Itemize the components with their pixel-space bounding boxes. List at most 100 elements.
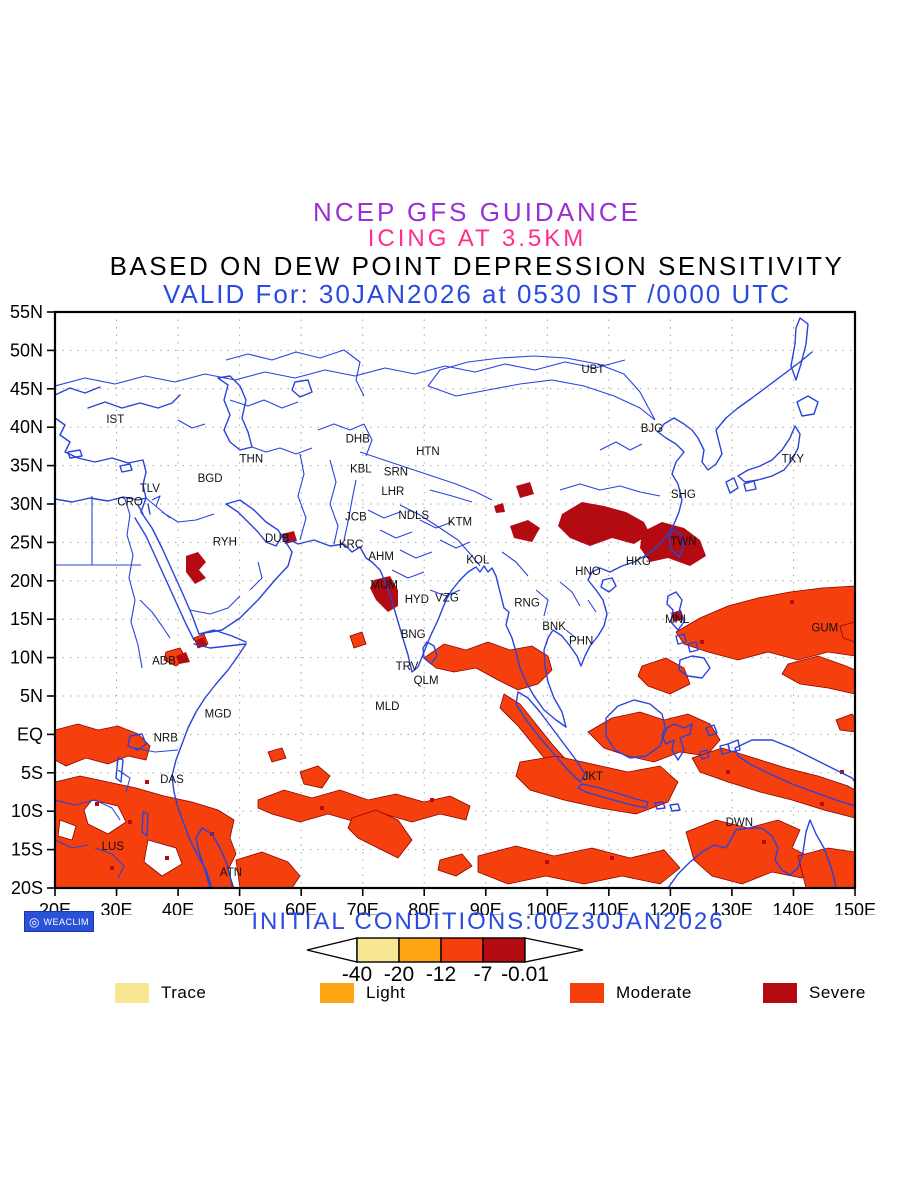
lat-tick-label: 35N [10, 456, 43, 476]
colorbar-cell-trace [356, 937, 400, 963]
lat-tick-label: 20S [11, 878, 43, 898]
lon-tick-label: 60E [285, 900, 317, 915]
station-label-kol: KOL [466, 554, 490, 566]
lat-tick-label: 5N [20, 686, 43, 706]
colorbar-threshold-label: -20 [384, 963, 414, 984]
lat-tick-label: 15S [11, 840, 43, 860]
lon-tick-label: 30E [101, 900, 133, 915]
colorbar-arrow-left [306, 937, 358, 963]
station-label-mnl: MNL [665, 614, 690, 626]
station-labels-layer: IST THN BGD TLV CRO RYH DUB ADB MGD NRB DAS LUS ATN D… [102, 364, 839, 879]
lon-tick-label: 50E [224, 900, 256, 915]
axis-labels-layer: 20E 30E 40E 50E 60E 70E 80E 90E 100E 110E 120E 130E… [10, 302, 876, 915]
weaclim-logo: ◎ WEACLIM [24, 911, 94, 932]
lat-tick-label: 15N [10, 609, 43, 629]
lat-tick-label: 5S [21, 763, 43, 783]
map-canvas: 20E 30E 40E 50E 60E 70E 80E 90E 100E 110E 120E 130E… [10, 302, 876, 915]
station-label-htn: HTN [416, 446, 440, 458]
legend-label-severe: Severe [809, 983, 866, 1002]
station-label-kbl: KBL [350, 464, 372, 476]
title-valid-time: VALID For: 30JAN2026 at 0530 IST /0000 U… [163, 279, 791, 310]
lat-tick-label: 25N [10, 532, 43, 552]
station-label-hkg: HKG [626, 556, 651, 568]
colorbar-threshold-label: -40 [342, 963, 372, 984]
initial-conditions-text: INITIAL CONDITIONS:00Z30JAN2026 [251, 908, 725, 935]
colorbar-threshold-label: -0.01 [501, 963, 549, 984]
station-label-ist: IST [106, 414, 124, 426]
station-label-krc: KRC [339, 539, 363, 551]
title-model: NCEP GFS GUIDANCE [313, 197, 641, 227]
station-label-das: DAS [160, 774, 184, 786]
lat-tick-label: 30N [10, 494, 43, 514]
station-label-thn: THN [239, 454, 263, 466]
station-label-trv: TRV [396, 661, 419, 673]
logo-text: WEACLIM [43, 916, 89, 927]
lat-tick-label: 50N [10, 340, 43, 360]
lon-tick-label: 110E [588, 900, 629, 915]
station-label-bnk: BNK [542, 621, 566, 633]
station-label-adb: ADB [152, 656, 176, 668]
logo-ring-icon: ◎ [29, 914, 40, 929]
lat-tick-label: 45N [10, 379, 43, 399]
station-label-ubt: UBT [581, 364, 604, 376]
legend-swatch-moderate [570, 983, 604, 1003]
lon-tick-label: 120E [649, 900, 691, 915]
legend-label-light: Light [366, 983, 406, 1002]
colorbar-cell-light [398, 937, 442, 963]
legend-label-moderate: Moderate [616, 983, 692, 1002]
station-label-tky: TKY [782, 454, 805, 466]
station-label-bng: BNG [401, 629, 426, 641]
lon-tick-label: 100E [526, 900, 568, 915]
station-label-nrb: NRB [154, 732, 179, 744]
map-panel: 20E 30E 40E 50E 60E 70E 80E 90E 100E 110E 120E 130E… [0, 300, 900, 915]
station-label-dwn: DWN [726, 817, 753, 829]
legend-item-moderate: Moderate [570, 983, 692, 1003]
station-label-tlv: TLV [140, 483, 161, 495]
station-label-ryh: RYH [213, 537, 237, 549]
station-label-shg: SHG [671, 489, 696, 501]
station-label-dub: DUB [265, 533, 290, 545]
lon-tick-label: 40E [162, 900, 194, 915]
lat-tick-label: 20N [10, 571, 43, 591]
station-label-srn: SRN [384, 467, 408, 479]
station-label-jkt: JKT [583, 771, 603, 783]
station-label-vzg: VZG [435, 593, 459, 605]
legend-row: Trace Light Moderate Severe [0, 983, 900, 1007]
station-label-jcb: JCB [345, 511, 367, 523]
station-label-gum: GUM [811, 623, 838, 635]
lat-tick-label: 40N [10, 417, 43, 437]
lon-tick-label: 90E [470, 900, 502, 915]
station-label-ktm: KTM [448, 517, 472, 529]
station-label-ndls: NDLS [398, 510, 429, 522]
station-label-bjg: BJG [641, 423, 663, 435]
station-label-atn: ATN [220, 867, 242, 879]
station-label-lus: LUS [102, 841, 125, 853]
severe-icing-layer [95, 482, 844, 870]
legend-item-trace: Trace [115, 983, 206, 1003]
lat-tick-label: 10S [11, 801, 43, 821]
station-label-mgd: MGD [205, 709, 232, 721]
colorbar-cell-moderate [440, 937, 484, 963]
map-frame [53, 310, 857, 890]
legend-swatch-severe [763, 983, 797, 1003]
station-label-twn: TWN [670, 536, 696, 548]
coastlines-layer [55, 317, 855, 888]
colorbar-arrow-right [524, 937, 584, 963]
legend-item-severe: Severe [763, 983, 866, 1003]
lon-tick-label: 150E [834, 900, 876, 915]
lat-tick-label: 55N [10, 302, 43, 322]
station-label-hyd: HYD [405, 594, 429, 606]
station-label-mum: MUM [370, 580, 397, 592]
map-background [55, 312, 855, 888]
station-label-dhb: DHB [346, 434, 371, 446]
lon-tick-label: 130E [711, 900, 753, 915]
legend-swatch-trace [115, 983, 149, 1003]
title-block: NCEP GFS GUIDANCE ICING AT 3.5KM BASED O… [0, 198, 900, 308]
colorbar-threshold-label: -7 [474, 963, 493, 984]
colorbar-threshold-label: -12 [426, 963, 456, 984]
station-label-ahm: AHM [368, 551, 394, 563]
legend-label-trace: Trace [161, 983, 207, 1002]
station-label-rng: RNG [514, 597, 540, 609]
station-label-lhr: LHR [381, 486, 404, 498]
legend-item-light: Light [320, 983, 405, 1003]
